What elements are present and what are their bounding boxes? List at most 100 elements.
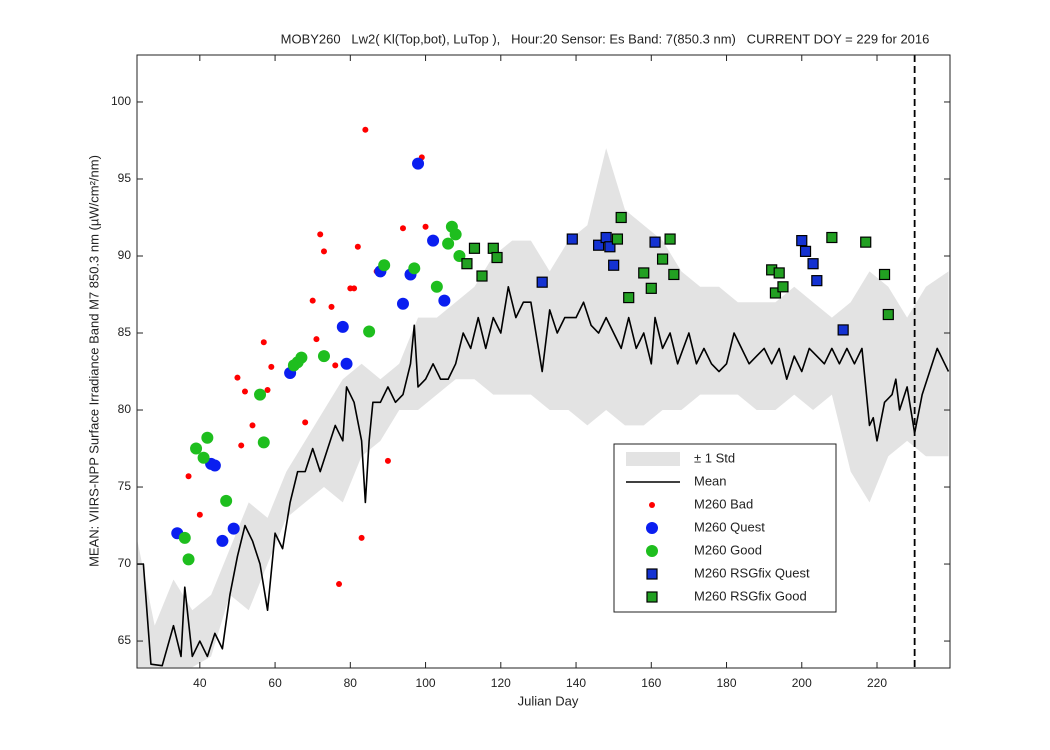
point (412, 157, 425, 170)
square-point (593, 239, 605, 251)
point (182, 553, 195, 566)
square-point (826, 231, 838, 244)
square-point (769, 287, 782, 299)
square-point (649, 236, 661, 248)
point (234, 374, 241, 381)
point (201, 431, 214, 444)
square-point (600, 231, 612, 244)
square-point (566, 233, 578, 245)
square-point (476, 270, 488, 282)
point (317, 231, 324, 238)
square-point (461, 258, 473, 270)
point (358, 534, 365, 541)
point (313, 336, 320, 343)
point (295, 351, 308, 364)
point (328, 303, 335, 310)
point (646, 545, 658, 557)
x-axis-label: Julian Day (518, 693, 579, 708)
x-tick-label: 140 (566, 676, 586, 690)
point (302, 419, 309, 426)
mean-line (137, 286, 950, 667)
point (197, 451, 210, 464)
legend-label: ± 1 Std (694, 450, 735, 465)
y-tick-label: 100 (111, 94, 131, 108)
y-tick-label: 75 (118, 479, 132, 493)
square-point (878, 268, 891, 281)
point (317, 350, 330, 363)
point (336, 320, 349, 333)
legend-label: M260 RSGfix Good (694, 588, 807, 603)
legend: ± 1 Std Mean M260 Bad M260 Quest M260 Good M2… (613, 443, 837, 613)
point (216, 534, 229, 547)
square-point (536, 276, 548, 288)
x-tick-label: 80 (344, 676, 358, 690)
x-tick-label: 160 (641, 676, 661, 690)
y-tick-label: 85 (118, 325, 132, 339)
square-point (646, 591, 658, 603)
square-point (645, 282, 657, 294)
square-point (796, 234, 808, 247)
x-tick-label: 220 (867, 676, 887, 690)
square-point (491, 251, 503, 264)
legend-label: Mean (694, 473, 727, 488)
point (208, 459, 221, 472)
square-point (487, 242, 499, 254)
square-point (807, 258, 819, 270)
axes-frame (136, 54, 951, 669)
square-point (656, 253, 669, 265)
point (238, 442, 245, 449)
point (649, 502, 655, 508)
point (362, 126, 369, 133)
plot-area (137, 55, 950, 668)
square-point (608, 259, 620, 271)
point (438, 294, 451, 307)
x-tick-label: 40 (193, 676, 207, 690)
point (427, 234, 440, 247)
point (264, 386, 271, 393)
point (249, 422, 256, 429)
point (399, 225, 406, 232)
axes: 40 60 80 100 120 140 160 180 200 220 65 70 75 80 85 90 9… (111, 54, 951, 690)
legend-label: M260 Good (694, 542, 762, 557)
point (260, 339, 267, 346)
square-point (773, 267, 785, 279)
point (268, 363, 275, 370)
y-tick-label: 70 (118, 556, 132, 570)
x-tick-label: 60 (268, 676, 282, 690)
square-point (646, 568, 658, 580)
square-point (611, 233, 624, 245)
std-band (137, 148, 949, 668)
legend-swatch (626, 452, 680, 466)
point (354, 243, 361, 250)
point (185, 473, 192, 480)
point (190, 442, 203, 455)
square-point (882, 308, 894, 321)
point (442, 237, 455, 250)
point (196, 511, 203, 518)
point (408, 262, 421, 275)
legend-label: M260 Bad (694, 496, 753, 511)
x-tick-label: 200 (792, 676, 812, 690)
point (384, 457, 391, 464)
point (320, 248, 327, 255)
point (378, 259, 391, 272)
square-point (668, 268, 680, 281)
x-tick-label: 120 (491, 676, 511, 690)
square-point (638, 267, 650, 279)
point (449, 228, 462, 241)
point (646, 522, 658, 534)
x-tick-label: 100 (416, 676, 436, 690)
point (241, 388, 248, 395)
point (396, 297, 409, 310)
point (332, 362, 339, 369)
square-point (664, 233, 676, 245)
square-point (799, 245, 812, 257)
x-tick-label: 180 (717, 676, 737, 690)
square-point (468, 242, 481, 254)
y-tick-label: 95 (118, 171, 132, 185)
square-point (837, 324, 849, 336)
y-axis-label: MEAN: VIIRS-NPP Surface Irradiance Band … (86, 155, 101, 567)
point (309, 297, 316, 304)
point (220, 494, 233, 507)
